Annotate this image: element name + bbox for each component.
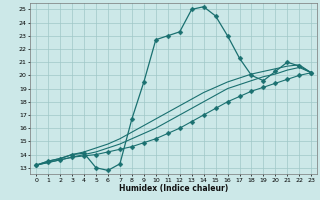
X-axis label: Humidex (Indice chaleur): Humidex (Indice chaleur) [119, 184, 228, 193]
